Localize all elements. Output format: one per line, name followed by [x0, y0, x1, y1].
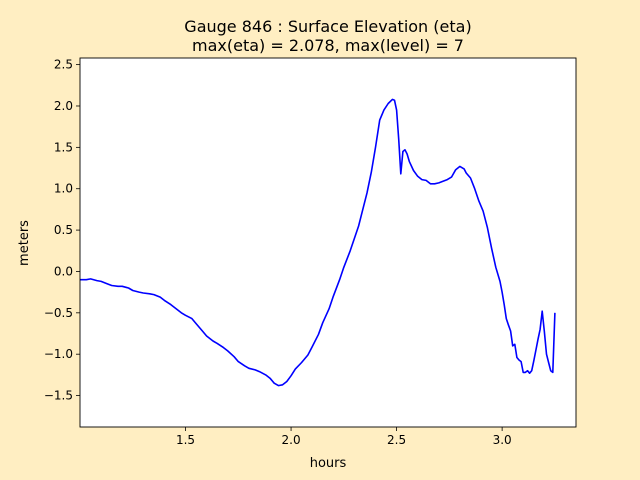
series-line [80, 98, 556, 387]
chart-title-line1: Gauge 846 : Surface Elevation (eta) [184, 17, 471, 36]
x-tick-label: 1.5 [176, 433, 195, 447]
y-tick-label: 0.5 [54, 223, 73, 237]
x-tick-label: 3.0 [493, 433, 512, 447]
plot-frame [79, 57, 577, 428]
x-tick-label: 2.5 [387, 433, 406, 447]
plot-area [80, 58, 576, 427]
x-axis-label: hours [310, 456, 347, 471]
chart-title-line2: max(eta) = 2.078, max(level) = 7 [192, 36, 464, 55]
y-tick-label: 0.0 [54, 264, 73, 278]
y-tick-label: 1.5 [54, 140, 73, 154]
y-tick-label: −0.5 [44, 306, 73, 320]
y-tick-label: 2.0 [54, 99, 73, 113]
y-tick-label: −1.0 [44, 347, 73, 361]
y-tick-label: −1.5 [44, 389, 73, 403]
y-tick-label: 1.0 [54, 182, 73, 196]
y-axis-label: meters [17, 220, 32, 266]
y-tick-label: 2.5 [54, 58, 73, 72]
x-tick-label: 2.0 [282, 433, 301, 447]
axis-ticks: 1.5 2.0 2.5 3.0 −1.5 −1.0 −0.5 0.0 0.5 1.0 1.5 2.0 2… [44, 58, 512, 447]
